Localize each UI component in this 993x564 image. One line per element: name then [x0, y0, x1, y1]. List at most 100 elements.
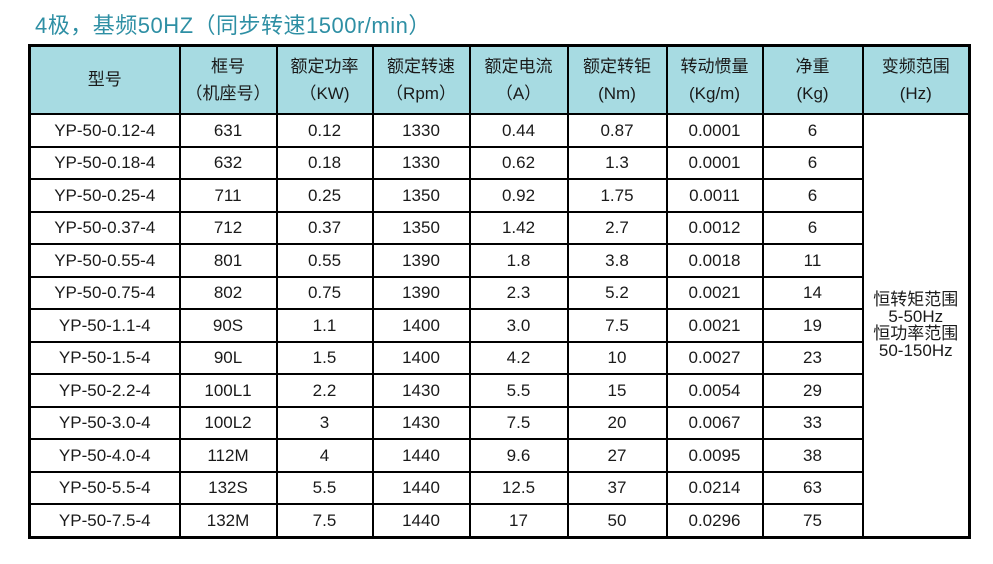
- table-cell: 631: [178, 113, 278, 148]
- table-cell: 632: [178, 145, 278, 180]
- table-cell: 7.5: [275, 503, 374, 538]
- table-cell: 0.25: [275, 178, 374, 213]
- col-header-label: 型号: [87, 70, 122, 90]
- table-cell: YP-50-0.12-4: [28, 113, 181, 148]
- table-cell: YP-50-0.37-4: [28, 210, 181, 245]
- col-header-frequency-range: 变频范围 (Hz): [861, 44, 971, 115]
- table-row: YP-50-4.0-4 112M 4 1440 9.6 27 0.0095 38: [28, 438, 970, 473]
- col-header-net-weight: 净重 (Kg): [761, 44, 864, 115]
- table-cell: 0.0027: [665, 340, 764, 375]
- table-cell: 132M: [178, 503, 278, 538]
- table-cell: YP-50-5.5-4: [28, 470, 181, 505]
- col-header-label: 额定转速: [387, 56, 455, 76]
- table-cell: YP-50-0.25-4: [28, 178, 181, 213]
- table-cell: YP-50-2.2-4: [28, 373, 181, 408]
- table-cell: 5.2: [566, 275, 668, 310]
- table-row: YP-50-0.25-4 711 0.25 1350 0.92 1.75 0.0011 6: [28, 178, 970, 213]
- table-cell: YP-50-1.5-4: [28, 340, 181, 375]
- table-cell: 0.0095: [665, 438, 764, 473]
- table-cell: 0.0001: [665, 145, 764, 180]
- table-cell: 19: [761, 308, 864, 343]
- col-header-label: 净重: [795, 56, 830, 76]
- col-header-unit: （KW): [299, 84, 350, 103]
- table-cell: 7.5: [468, 405, 569, 440]
- table-cell: 0.0214: [665, 470, 764, 505]
- table-cell: 1390: [371, 275, 471, 310]
- table-cell: 10: [566, 340, 668, 375]
- col-header-unit: （机座号）: [185, 84, 271, 103]
- table-cell: 0.0012: [665, 210, 764, 245]
- table-cell: 1440: [371, 470, 471, 505]
- table-cell: YP-50-0.75-4: [28, 275, 181, 310]
- col-header-unit: (Kg): [796, 84, 829, 103]
- table-cell: 0.75: [275, 275, 374, 310]
- table-cell: 0.0011: [665, 178, 764, 213]
- col-header-moment-of-inertia: 转动惯量 (Kg/m): [665, 44, 764, 115]
- table-cell: 1330: [371, 145, 471, 180]
- col-header-unit: （A）: [495, 84, 542, 103]
- table-cell: 17: [468, 503, 569, 538]
- table-cell: 6: [761, 145, 864, 180]
- table-cell: 1350: [371, 210, 471, 245]
- table-cell: 1330: [371, 113, 471, 148]
- col-header-model: 型号: [28, 44, 181, 115]
- table-cell: 0.0021: [665, 308, 764, 343]
- table-cell: 0.12: [275, 113, 374, 148]
- table-cell: 0.0021: [665, 275, 764, 310]
- table-cell: 2.2: [275, 373, 374, 408]
- table-cell: 1430: [371, 405, 471, 440]
- table-cell: 802: [178, 275, 278, 310]
- table-cell: 90S: [178, 308, 278, 343]
- table-cell: 38: [761, 438, 864, 473]
- table-cell: 1.5: [275, 340, 374, 375]
- table-cell: 29: [761, 373, 864, 408]
- table-cell: 3: [275, 405, 374, 440]
- table-cell: 23: [761, 340, 864, 375]
- table-cell: 100L1: [178, 373, 278, 408]
- table-cell: 801: [178, 243, 278, 278]
- page-title: 4极，基频50HZ（同步转速1500r/min）: [35, 13, 431, 38]
- table-row: YP-50-2.2-4 100L1 2.2 1430 5.5 15 0.0054 29: [28, 373, 970, 408]
- table-cell: 37: [566, 470, 668, 505]
- table-cell: 1400: [371, 308, 471, 343]
- col-header-label: 变频范围: [881, 56, 950, 76]
- col-header-unit: (Nm): [598, 84, 636, 103]
- table-cell: 15: [566, 373, 668, 408]
- table-cell: 14: [761, 275, 864, 310]
- col-header-rated-speed: 额定转速 （Rpm）: [371, 44, 471, 115]
- header-row: 型号 框号 （机座号） 额定功率 （KW) 额定转速 （Rpm） 额定电流 （A…: [28, 44, 971, 115]
- table-cell: 1440: [371, 438, 471, 473]
- table-cell: YP-50-4.0-4: [28, 438, 181, 473]
- table-cell: 0.0054: [665, 373, 764, 408]
- table-cell: 0.37: [275, 210, 374, 245]
- table-cell: 1.75: [566, 178, 668, 213]
- col-header-label: 额定电流: [484, 56, 553, 76]
- table-cell: 90L: [178, 340, 278, 375]
- table-row: YP-50-0.12-4 631 0.12 1330 0.44 0.87 0.0001 6 恒转…: [28, 113, 971, 538]
- table-cell: 0.0001: [665, 113, 764, 148]
- table-cell: YP-50-0.55-4: [28, 243, 181, 278]
- table-cell: 6: [761, 113, 864, 148]
- frequency-range-line: 50-150Hz: [878, 341, 953, 361]
- table-cell: 0.0296: [665, 503, 764, 538]
- col-header-rated-power: 额定功率 （KW): [275, 44, 374, 115]
- table-cell: 712: [178, 210, 278, 245]
- table-cell: 112M: [178, 438, 278, 473]
- col-header-label: 转动惯量: [680, 56, 749, 76]
- col-header-frame: 框号 （机座号）: [178, 44, 278, 115]
- table-cell: 3.0: [468, 308, 569, 343]
- motor-spec-table: 型号 框号 （机座号） 额定功率 （KW) 额定转速 （Rpm） 额定电流 （A…: [28, 44, 971, 539]
- table-row: YP-50-0.37-4 712 0.37 1350 1.42 2.7 0.0012 6: [28, 210, 970, 245]
- frequency-range-line: 5-50Hz: [888, 307, 944, 327]
- col-header-label: 额定功率: [290, 56, 359, 76]
- table-cell: 20: [566, 405, 668, 440]
- table-cell: 1430: [371, 373, 471, 408]
- table-cell: 1.3: [566, 145, 668, 180]
- table-cell: 27: [566, 438, 668, 473]
- table-row: YP-50-0.55-4 801 0.55 1390 1.8 3.8 0.0018 11: [28, 243, 970, 278]
- table-cell: 0.55: [275, 243, 374, 278]
- table-cell: 75: [761, 503, 864, 538]
- table-cell: 3.8: [566, 243, 668, 278]
- table-row: YP-50-1.5-4 90L 1.5 1400 4.2 10 0.0027 23: [28, 340, 970, 375]
